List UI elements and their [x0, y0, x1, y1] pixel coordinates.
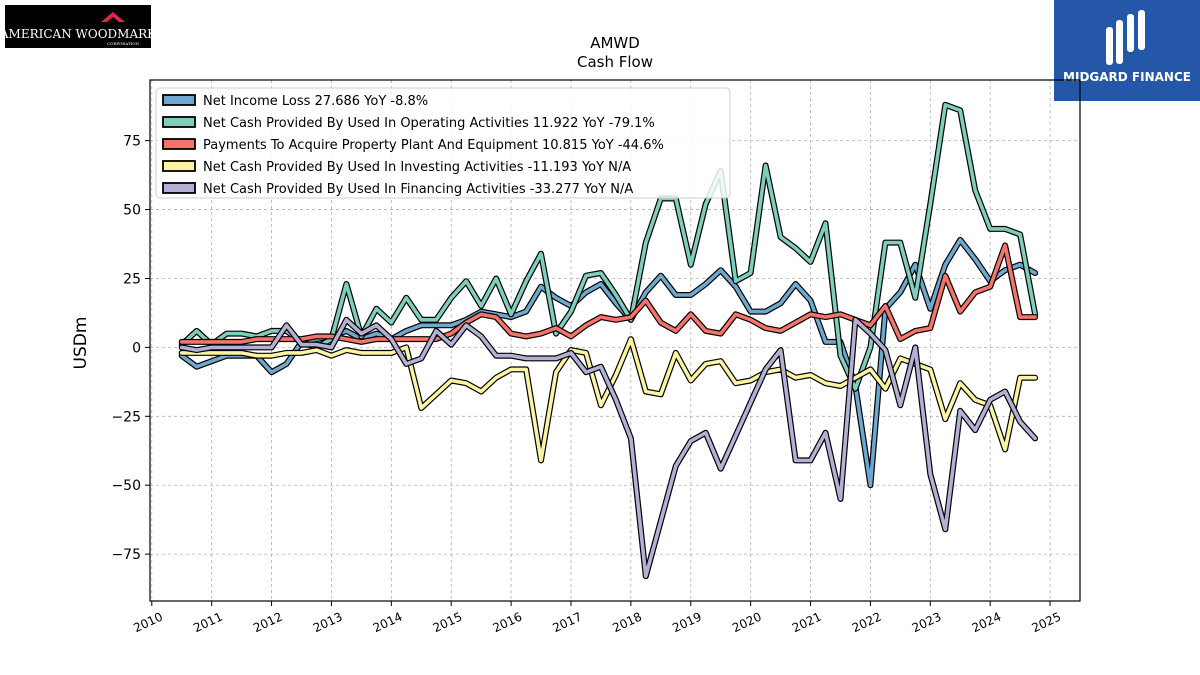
x-tick-label: 2010: [131, 610, 165, 636]
chart-title: AMWD: [590, 34, 640, 52]
x-tick-label: 2011: [191, 610, 225, 636]
series-line-financing: [179, 317, 1037, 579]
legend-swatch-net_income: [162, 94, 196, 106]
y-tick-label: 0: [132, 340, 141, 356]
x-tick-label: 2020: [730, 610, 764, 636]
legend-label-net_income: Net Income Loss 27.686 YoY -8.8%: [203, 94, 428, 109]
american-woodmark-logo: AMERICAN WOODMARK CORPORATION: [0, 5, 157, 48]
y-tick-label: −25: [111, 409, 141, 425]
x-tick-label: 2019: [670, 610, 704, 636]
x-tick-label: 2017: [550, 610, 584, 636]
x-tick-label: 2014: [371, 610, 405, 636]
legend-label-investing: Net Cash Provided By Used In Investing A…: [203, 160, 631, 175]
legend-box: [155, 87, 731, 199]
y-axis-label: USDm: [71, 317, 91, 370]
legend-swatch-investing: [162, 160, 196, 172]
x-tick-label: 2024: [970, 610, 1004, 636]
legend-label-capex: Payments To Acquire Property Plant And E…: [203, 138, 664, 153]
legend-swatch-capex: [162, 138, 196, 150]
x-tick-label: 2018: [610, 610, 644, 636]
x-tick-label: 2012: [251, 610, 285, 636]
brand-right-name: MIDGARD FINANCE: [1063, 70, 1191, 84]
x-tick-label: 2015: [431, 610, 465, 636]
series-line-capex: [179, 243, 1037, 344]
x-tick-label: 2023: [910, 610, 944, 636]
x-tick-label: 2022: [850, 610, 884, 636]
y-tick-label: 25: [123, 271, 141, 287]
y-tick-label: −50: [111, 478, 141, 494]
x-tick-label: 2021: [790, 610, 824, 636]
brand-left-sub: CORPORATION: [107, 41, 140, 46]
series-line-outline-investing: [178, 336, 1039, 464]
legend-label-operating: Net Cash Provided By Used In Operating A…: [203, 116, 655, 131]
x-tick-label: 2013: [311, 610, 345, 636]
y-tick-label: −75: [111, 547, 141, 563]
series-lines: [178, 101, 1039, 580]
y-tick-label: 50: [123, 203, 141, 219]
y-tick-label: 75: [123, 134, 141, 150]
x-tick-label: 2016: [491, 610, 525, 636]
x-tick-label: 2025: [1030, 610, 1064, 636]
series-line-investing: [179, 337, 1037, 463]
legend-label-financing: Net Cash Provided By Used In Financing A…: [203, 182, 633, 197]
chart-subtitle: Cash Flow: [577, 53, 653, 71]
legend-swatch-operating: [162, 116, 196, 128]
plot-area-frame: [149, 79, 1081, 602]
legend: Net Income Loss 27.686 YoY -8.8% Net Cash…: [155, 87, 731, 199]
midgard-mark-icon: [1106, 10, 1145, 65]
midgard-finance-logo: MIDGARD FINANCE: [1054, 0, 1200, 101]
roof-mark-icon: [101, 12, 125, 22]
legend-swatch-financing: [162, 182, 196, 194]
brand-left-name: AMERICAN WOODMARK: [5, 27, 151, 41]
